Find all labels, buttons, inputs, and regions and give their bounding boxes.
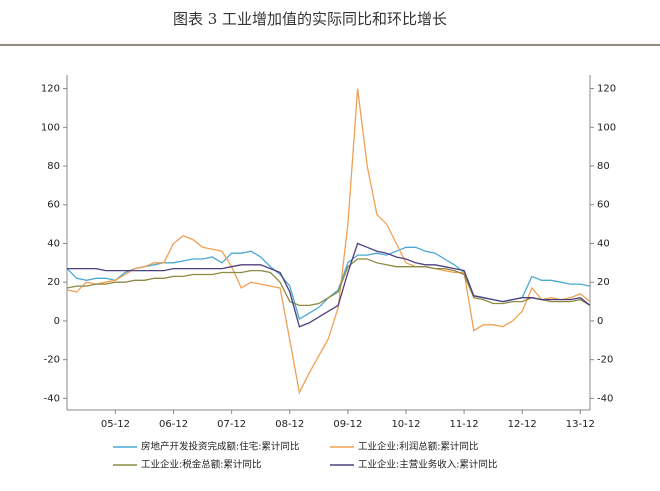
y-tick-label: 80 bbox=[47, 161, 60, 172]
y2-tick-label: -40 bbox=[597, 393, 613, 404]
y-tick-label: 60 bbox=[47, 200, 60, 211]
y2-tick-label: 60 bbox=[597, 200, 610, 211]
y-tick-label: 20 bbox=[47, 277, 60, 288]
legend-label: 工业企业:主营业务收入:累计同比 bbox=[358, 459, 497, 471]
y2-tick-label: 20 bbox=[597, 277, 610, 288]
x-tick-label: 08-12 bbox=[275, 419, 304, 430]
series-line bbox=[67, 242, 591, 328]
x-tick-label: 09-12 bbox=[333, 419, 362, 430]
x-tick-label: 07-12 bbox=[217, 419, 246, 430]
legend-label: 工业企业:利润总额:累计同比 bbox=[358, 441, 478, 453]
series-line bbox=[66, 258, 591, 307]
x-tick-label: 12-12 bbox=[508, 419, 537, 430]
x-tick-label: 06-12 bbox=[159, 419, 188, 430]
legend-label: 房地产开发投资完成额:住宅:累计同比 bbox=[141, 441, 299, 453]
y-tick-label: -40 bbox=[44, 393, 60, 404]
series-line bbox=[66, 246, 591, 320]
x-tick-label: 10-12 bbox=[391, 419, 420, 430]
y-tick-label: 120 bbox=[41, 84, 60, 95]
y-tick-label: 100 bbox=[41, 122, 60, 133]
y2-tick-label: 80 bbox=[597, 161, 610, 172]
y-tick-label: 40 bbox=[47, 238, 60, 249]
chart-title: 图表 3 工业增加值的实际同比和环比增长 bbox=[173, 10, 447, 28]
y2-tick-label: 0 bbox=[597, 316, 603, 327]
y2-tick-label: -20 bbox=[597, 355, 613, 366]
y2-tick-label: 100 bbox=[597, 122, 616, 133]
series-line bbox=[66, 88, 591, 395]
x-tick-label: 13-12 bbox=[566, 419, 595, 430]
legend-label: 工业企业:税金总额:累计同比 bbox=[141, 459, 261, 471]
y-tick-label: -20 bbox=[44, 355, 60, 366]
y2-tick-label: 120 bbox=[597, 84, 616, 95]
x-tick-label: 05-12 bbox=[101, 419, 130, 430]
y2-tick-label: 40 bbox=[597, 238, 610, 249]
y-tick-label: 0 bbox=[54, 316, 60, 327]
x-tick-label: 11-12 bbox=[450, 419, 479, 430]
